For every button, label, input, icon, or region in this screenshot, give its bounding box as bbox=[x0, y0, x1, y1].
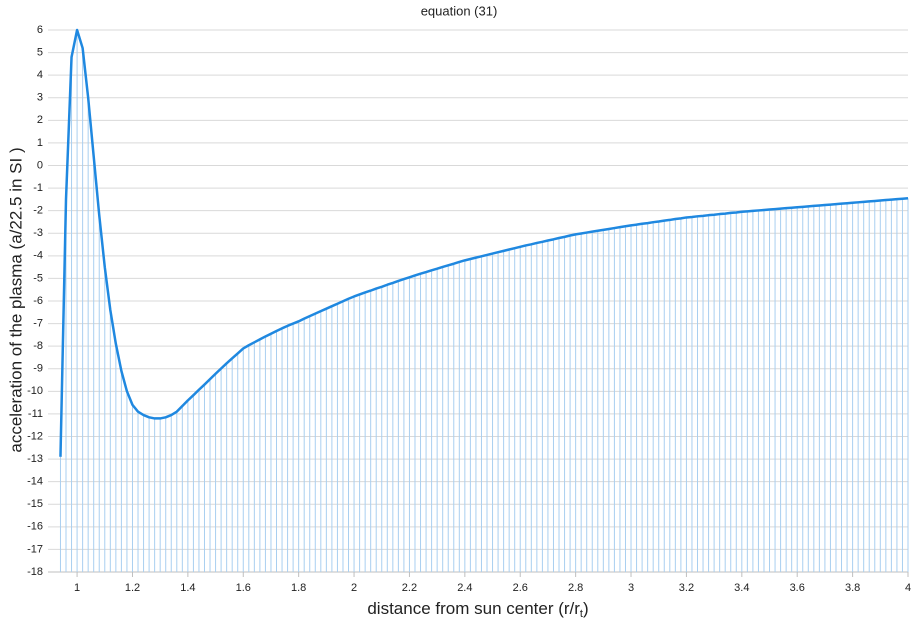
data-line bbox=[59, 28, 909, 457]
y-tick-label: -15 bbox=[27, 498, 43, 510]
y-tick-label: 5 bbox=[37, 46, 43, 58]
x-tick-label: 2.2 bbox=[402, 582, 417, 594]
y-tick-label: -4 bbox=[33, 250, 43, 262]
y-tick-label: -12 bbox=[27, 430, 43, 442]
x-tick-label: 4 bbox=[905, 582, 911, 594]
x-axis-label-end: ) bbox=[583, 599, 589, 618]
y-tick-label: -9 bbox=[33, 363, 43, 375]
y-tick-label: -1 bbox=[33, 182, 43, 194]
x-tick-label: 1.2 bbox=[125, 582, 140, 594]
y-tick-label: -3 bbox=[33, 227, 43, 239]
x-tick-label: 2 bbox=[351, 582, 357, 594]
x-tick-label: 3.8 bbox=[845, 582, 860, 594]
y-tick-label: -18 bbox=[27, 566, 43, 578]
y-tick-label: -2 bbox=[33, 205, 43, 217]
y-axis-label: acceleration of the plasma (a/22.5 in SI… bbox=[6, 147, 25, 452]
x-axis-label-main: distance from sun center (r/r bbox=[367, 599, 580, 618]
y-tick-label: -13 bbox=[27, 453, 43, 465]
x-axis-label-sub: t bbox=[580, 608, 583, 620]
x-tick-label: 3.6 bbox=[790, 582, 805, 594]
x-tick-label: 3 bbox=[628, 582, 634, 594]
y-tick-label: 1 bbox=[37, 137, 43, 149]
chart-title: equation (31) bbox=[421, 3, 498, 18]
y-tick-label: 3 bbox=[37, 92, 43, 104]
x-tick-label: 1.4 bbox=[180, 582, 195, 594]
x-tick-label: 1.6 bbox=[236, 582, 251, 594]
x-tick-label: 3.2 bbox=[679, 582, 694, 594]
x-tick-label: 1.8 bbox=[291, 582, 306, 594]
y-tick-label: -17 bbox=[27, 543, 43, 555]
x-axis-label: distance from sun center (r/rt) bbox=[367, 599, 588, 619]
y-tick-label: -5 bbox=[33, 272, 43, 284]
y-tick-label: -14 bbox=[27, 476, 43, 488]
x-tick-label: 1 bbox=[74, 582, 80, 594]
y-tick-label: 4 bbox=[37, 69, 43, 81]
x-tick-label: 2.8 bbox=[568, 582, 583, 594]
y-tick-label: -7 bbox=[33, 317, 43, 329]
y-tick-label: -11 bbox=[28, 408, 43, 420]
y-tick-label: -16 bbox=[27, 521, 43, 533]
y-tick-label: 2 bbox=[37, 114, 43, 126]
y-tick-label: 0 bbox=[37, 159, 43, 171]
x-tick-label: 3.4 bbox=[734, 582, 749, 594]
x-tick-label: 2.6 bbox=[513, 582, 528, 594]
y-tick-label: -10 bbox=[27, 385, 43, 397]
x-tick-label: 2.4 bbox=[457, 582, 472, 594]
y-tick-label: 6 bbox=[37, 24, 43, 36]
y-tick-label: -8 bbox=[33, 340, 43, 352]
y-tick-label: -6 bbox=[33, 295, 43, 307]
